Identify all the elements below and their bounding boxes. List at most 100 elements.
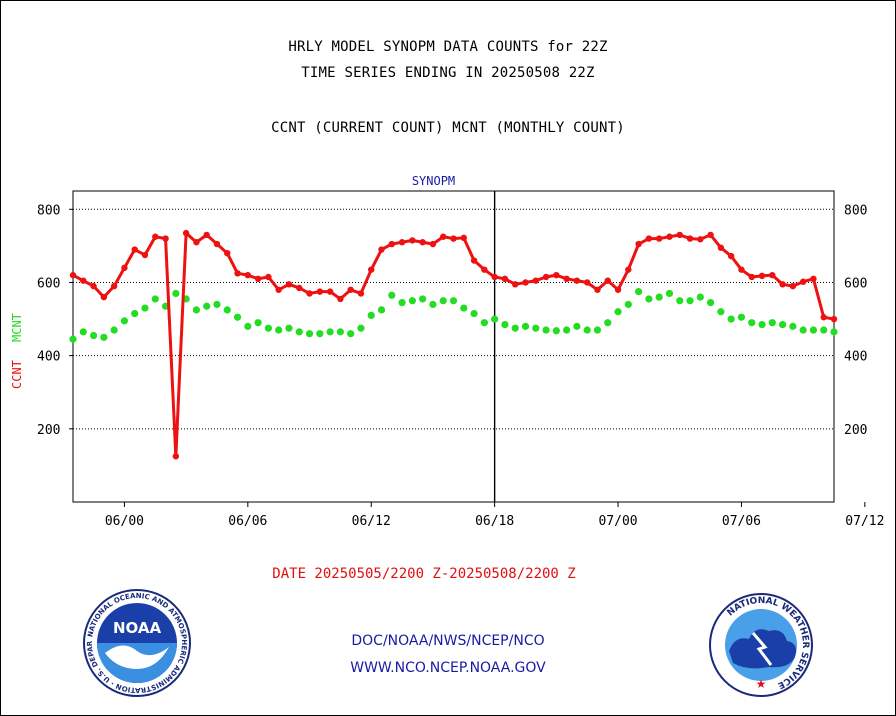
point-mcnt-19 — [264, 324, 272, 332]
point-mcnt-40 — [480, 319, 488, 327]
point-mcnt-72 — [809, 326, 818, 334]
y-tick-label-right-200: 200 — [844, 423, 867, 438]
point-mcnt-23 — [305, 330, 314, 338]
point-mcnt-12 — [192, 306, 201, 314]
point-ccnt-17 — [244, 271, 252, 279]
point-ccnt-28 — [357, 290, 365, 297]
point-mcnt-74 — [830, 328, 838, 336]
point-ccnt-8 — [152, 233, 159, 240]
point-ccnt-43 — [512, 281, 519, 288]
point-ccnt-0 — [69, 271, 77, 279]
point-mcnt-51 — [593, 326, 602, 334]
point-ccnt-73 — [820, 314, 827, 321]
point-mcnt-47 — [552, 327, 560, 335]
point-ccnt-72 — [810, 275, 817, 283]
point-mcnt-50 — [583, 326, 591, 334]
point-mcnt-70 — [789, 322, 797, 330]
point-ccnt-6 — [131, 246, 138, 253]
point-mcnt-38 — [460, 304, 468, 312]
point-ccnt-59 — [676, 231, 683, 239]
point-mcnt-35 — [429, 300, 437, 309]
svg-text:★: ★ — [756, 677, 767, 691]
point-mcnt-73 — [820, 326, 828, 334]
point-ccnt-46 — [542, 273, 550, 281]
point-mcnt-33 — [408, 297, 416, 305]
point-mcnt-10 — [172, 289, 180, 298]
point-mcnt-61 — [696, 293, 704, 301]
point-ccnt-15 — [224, 250, 231, 257]
point-ccnt-16 — [234, 270, 241, 277]
point-ccnt-4 — [110, 282, 118, 290]
point-ccnt-7 — [141, 251, 149, 259]
footer-link-doc[interactable]: DOC/NOAA/NWS/NCEP/NCO — [351, 633, 545, 649]
point-mcnt-59 — [676, 297, 684, 305]
point-ccnt-44 — [522, 279, 529, 286]
point-ccnt-32 — [398, 239, 406, 246]
point-mcnt-16 — [233, 313, 242, 321]
point-ccnt-49 — [573, 277, 581, 284]
point-mcnt-2 — [89, 331, 98, 340]
point-mcnt-17 — [244, 322, 252, 330]
footer-link-www[interactable]: WWW.NCO.NCEP.NOAA.GOV — [350, 660, 546, 676]
point-mcnt-37 — [449, 297, 458, 305]
point-ccnt-50 — [583, 279, 591, 286]
point-ccnt-60 — [686, 235, 694, 242]
y-tick-label-left-200: 200 — [37, 423, 60, 438]
point-mcnt-41 — [491, 315, 499, 323]
point-ccnt-13 — [203, 231, 210, 239]
point-ccnt-48 — [563, 275, 570, 283]
y-axis-label-mcnt: MCNT — [10, 313, 24, 342]
point-mcnt-46 — [542, 326, 550, 334]
point-ccnt-35 — [429, 240, 437, 248]
point-mcnt-58 — [665, 289, 674, 298]
point-mcnt-13 — [203, 302, 211, 310]
point-ccnt-53 — [614, 286, 622, 293]
point-ccnt-51 — [594, 286, 601, 293]
point-ccnt-36 — [440, 233, 447, 240]
point-ccnt-14 — [213, 240, 221, 248]
point-mcnt-4 — [110, 326, 118, 334]
point-ccnt-42 — [501, 275, 509, 283]
point-ccnt-21 — [285, 281, 293, 288]
y-axis-label-ccnt: CCNT — [10, 360, 24, 389]
point-ccnt-26 — [337, 295, 344, 303]
point-ccnt-69 — [779, 281, 786, 288]
point-ccnt-61 — [697, 236, 704, 243]
point-ccnt-10 — [172, 453, 180, 460]
point-ccnt-57 — [655, 235, 663, 242]
point-mcnt-34 — [419, 295, 427, 303]
point-ccnt-12 — [193, 239, 200, 246]
y-tick-label-right-600: 600 — [844, 276, 867, 291]
point-mcnt-30 — [377, 306, 386, 314]
y-tick-label-left-400: 400 — [37, 350, 60, 365]
point-ccnt-63 — [717, 244, 725, 251]
point-ccnt-45 — [532, 277, 539, 284]
point-ccnt-24 — [316, 288, 324, 295]
point-mcnt-65 — [737, 313, 746, 321]
point-mcnt-44 — [521, 322, 530, 330]
x-tick-label-4: 07/00 — [598, 514, 637, 529]
chart-header-line-2: TIME SERIES ENDING IN 20250508 22Z — [301, 65, 595, 81]
point-mcnt-8 — [151, 295, 159, 303]
point-mcnt-31 — [388, 291, 396, 299]
point-ccnt-3 — [100, 293, 108, 301]
point-mcnt-27 — [347, 330, 355, 338]
point-ccnt-2 — [90, 282, 97, 290]
point-mcnt-60 — [686, 297, 694, 305]
point-mcnt-42 — [501, 320, 509, 329]
point-mcnt-66 — [748, 319, 756, 327]
point-ccnt-66 — [748, 273, 755, 281]
point-mcnt-28 — [357, 324, 365, 332]
point-ccnt-56 — [645, 235, 653, 242]
point-ccnt-65 — [738, 266, 745, 273]
point-ccnt-5 — [121, 264, 128, 272]
point-mcnt-0 — [69, 335, 77, 343]
point-ccnt-39 — [470, 257, 478, 264]
point-mcnt-29 — [367, 311, 375, 319]
nws-logo: ★ NATIONAL WEATHER SERVICE — [709, 593, 813, 697]
point-ccnt-58 — [666, 233, 673, 240]
point-ccnt-71 — [799, 278, 807, 285]
point-mcnt-49 — [573, 322, 581, 330]
point-ccnt-30 — [378, 246, 385, 253]
